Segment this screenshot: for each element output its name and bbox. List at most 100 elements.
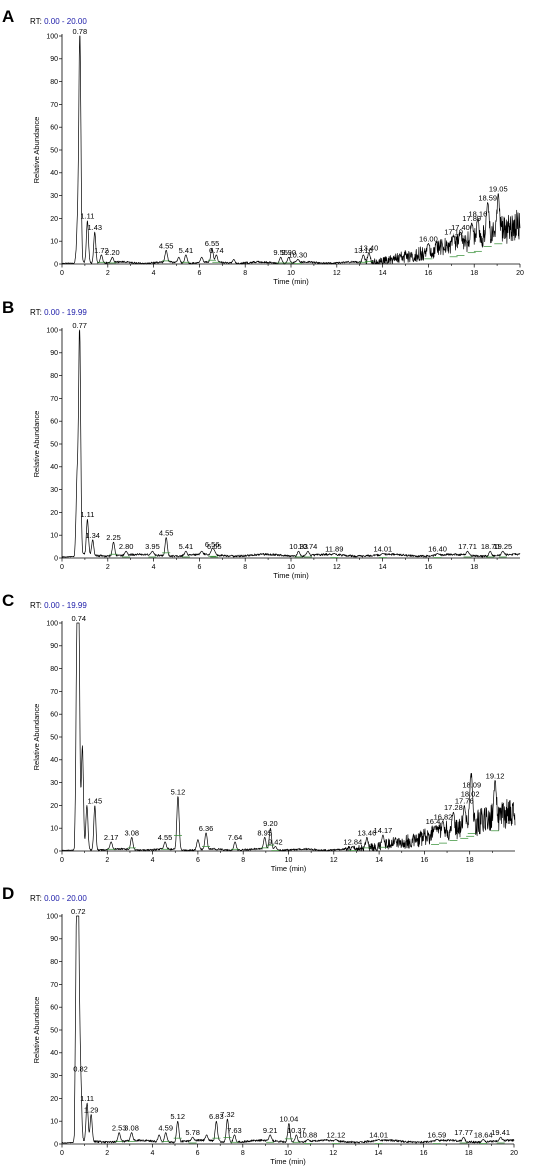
x-tick-label: 2 [106, 270, 110, 277]
x-tick-label: 10 [285, 857, 293, 864]
y-tick-label: 50 [50, 1027, 58, 1034]
y-tick-label: 60 [50, 1005, 58, 1012]
panel-label: D [2, 884, 14, 903]
y-tick-label: 0 [54, 261, 58, 268]
rt-prefix: RT: [30, 308, 44, 317]
peak-label: 6.74 [209, 246, 224, 255]
rt-prefix: RT: [30, 894, 44, 903]
y-tick-label: 10 [50, 1119, 58, 1126]
peak-label: 16.59 [428, 1130, 447, 1139]
peak-label: 1.34 [85, 531, 100, 540]
peak-label: 16.82 [434, 812, 453, 821]
peak-label: 8.95 [257, 828, 272, 837]
x-tick-label: 8 [241, 1150, 245, 1157]
y-tick-label: 10 [50, 533, 58, 540]
peak-label: 10.33 [289, 542, 308, 551]
y-tick-label: 0 [54, 1141, 58, 1148]
rt-range-value: 0.00 - 20.00 [44, 894, 87, 903]
y-tick-label: 10 [50, 239, 58, 246]
x-tick-label: 18 [470, 270, 478, 277]
y-tick-label: 80 [50, 79, 58, 86]
x-tick-label: 0 [60, 270, 64, 277]
rt-prefix: RT: [30, 17, 44, 26]
x-tick-label: 2 [106, 564, 110, 571]
x-tick-label: 0 [60, 857, 64, 864]
x-tick-label: 18 [470, 564, 478, 571]
peak-label: 6.55 [205, 239, 220, 248]
peak-label: 6.56 [205, 540, 220, 549]
y-tick-label: 0 [54, 848, 58, 855]
y-tick-label: 20 [50, 803, 58, 810]
x-tick-label: 20 [516, 270, 524, 277]
x-tick-label: 10 [284, 1150, 292, 1157]
rt-prefix: RT: [30, 601, 44, 610]
peak-label: 9.42 [268, 837, 283, 846]
y-tick-label: 80 [50, 373, 58, 380]
peak-label: 10.30 [288, 250, 307, 259]
chart-panel-b: B RT: 0.00 - 19.9901020304050607080901000… [2, 298, 521, 580]
peak-label: 18.59 [478, 193, 497, 202]
peak-label: 3.08 [124, 1124, 139, 1133]
peak-label: 7.32 [220, 1110, 235, 1119]
y-tick-label: 80 [50, 959, 58, 966]
peak-label: 17.77 [454, 1128, 473, 1137]
x-tick-label: 14 [379, 564, 387, 571]
peak-label: 10.74 [299, 542, 318, 551]
rt-range-label: RT: 0.00 - 20.00 [30, 894, 87, 903]
peak-label: 18.70 [481, 542, 500, 551]
y-tick-label: 90 [50, 350, 58, 357]
peak-label: 2.53 [112, 1124, 127, 1133]
peak-label: 17.10 [444, 228, 463, 237]
y-tick-label: 70 [50, 689, 58, 696]
y-tick-label: 100 [46, 33, 58, 40]
y-tick-label: 100 [46, 327, 58, 334]
peak-label: 14.17 [374, 826, 393, 835]
peak-label: 2.80 [119, 542, 134, 551]
chromatogram-trace [61, 329, 521, 558]
y-tick-label: 30 [50, 780, 58, 787]
peak-label: 0.74 [71, 614, 86, 623]
x-tick-label: 12 [330, 857, 338, 864]
peak-label: 12.84 [343, 837, 362, 846]
peak-label: 5.12 [170, 1112, 185, 1121]
peak-label: 18.09 [462, 780, 481, 789]
y-tick-label: 50 [50, 147, 58, 154]
peak-label: 0.77 [72, 321, 87, 330]
x-tick-label: 6 [197, 270, 201, 277]
panel-label: B [2, 298, 14, 317]
y-axis-label: Relative Abundance [32, 997, 41, 1064]
y-tick-label: 20 [50, 216, 58, 223]
peak-label: 1.72 [94, 246, 109, 255]
peak-label: 13.46 [357, 828, 376, 837]
rt-range-label: RT: 0.00 - 19.99 [30, 601, 87, 610]
peak-label: 17.40 [451, 223, 470, 232]
y-tick-label: 50 [50, 734, 58, 741]
peak-label: 9.55 [273, 248, 288, 257]
y-axis-label: Relative Abundance [32, 117, 41, 184]
chromatogram-trace [61, 915, 515, 1144]
x-axis-label: Time (min) [270, 1157, 306, 1166]
x-tick-label: 10 [287, 270, 295, 277]
x-tick-label: 16 [425, 270, 433, 277]
y-tick-label: 10 [50, 826, 58, 833]
peak-label: 7.63 [227, 1126, 242, 1135]
y-tick-label: 60 [50, 419, 58, 426]
peak-label: 4.55 [159, 528, 174, 537]
peak-label: 1.43 [87, 223, 102, 232]
chart-panel-d: D RT: 0.00 - 20.0001020304050607080901000… [2, 884, 518, 1166]
peak-label: 19.25 [493, 542, 512, 551]
y-tick-label: 20 [50, 1096, 58, 1103]
x-tick-label: 4 [150, 1150, 154, 1157]
y-tick-label: 60 [50, 125, 58, 132]
x-tick-label: 6 [197, 564, 201, 571]
chart-panel-c: C RT: 0.00 - 19.9901020304050607080901000… [2, 591, 516, 873]
y-tick-label: 100 [46, 913, 58, 920]
x-tick-label: 4 [151, 857, 155, 864]
peak-label: 17.76 [455, 796, 474, 805]
peak-label: 4.55 [158, 833, 173, 842]
x-tick-label: 20 [510, 1150, 518, 1157]
peak-label: 13.16 [354, 246, 373, 255]
chart-panel-a: A RT: 0.00 - 20.0001020304050607080901000… [2, 7, 524, 286]
peak-label: 16.00 [419, 234, 438, 243]
